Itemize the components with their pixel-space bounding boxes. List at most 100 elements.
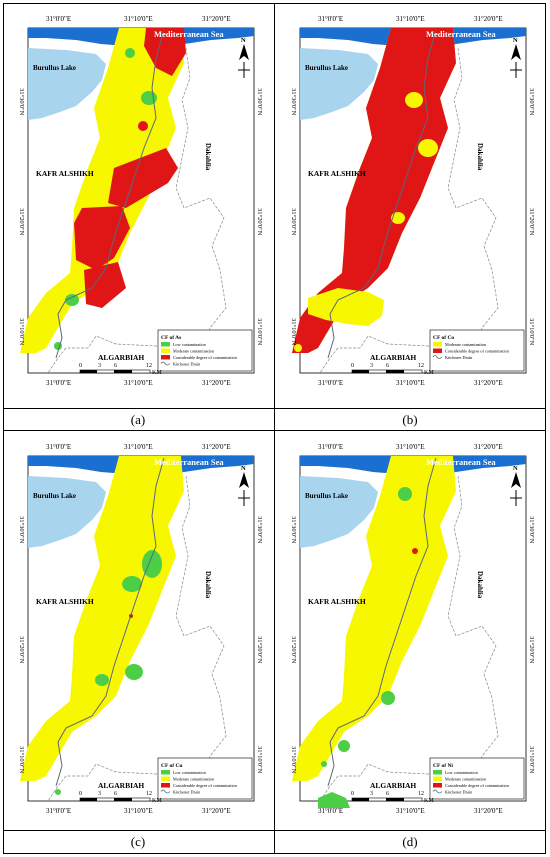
burullus-lake — [28, 48, 106, 120]
left-coord-label: 31°10'0"N — [18, 318, 25, 346]
top-coord-label: 31°20'0"E — [474, 15, 503, 23]
low-zone-5 — [125, 664, 143, 680]
legend-swatch-considerable — [433, 348, 442, 353]
left-coord-label: 31°20'0"N — [18, 208, 25, 236]
panel-divider-horizontal-1 — [3, 408, 546, 409]
legend-box — [157, 757, 253, 800]
north-arrow-icon: N — [510, 37, 522, 78]
map-svg: Mediterranean Sea Burullus Lake KAFR ALSHI… — [290, 15, 535, 387]
legend-box — [429, 757, 525, 800]
scale-unit: KM — [424, 370, 434, 376]
right-region-label: Dakahlia — [476, 143, 484, 171]
legend-label-considerable: Considerable degree of contamination — [445, 783, 510, 788]
left-coord-label: 31°30'0"N — [18, 516, 25, 544]
legend-label-drain: Kitchener Drain — [445, 355, 473, 360]
right-coord-label: 31°30'0"N — [528, 516, 535, 544]
scale-tick-0: 0 — [351, 791, 354, 797]
right-coord-label: 31°10'0"N — [256, 318, 263, 346]
left-region-label: KAFR ALSHIKH — [308, 597, 366, 606]
caption-a: (a) — [130, 412, 146, 427]
left-coord-label: 31°20'0"N — [18, 636, 25, 664]
kitchener-drain — [55, 457, 165, 787]
left-coord-label: 31°20'0"N — [290, 208, 297, 236]
bottom-region-label: ALGARBIAH — [370, 781, 416, 790]
governorate-boundary — [47, 47, 227, 374]
low-zone-2 — [122, 576, 142, 592]
left-coord-label: 31°30'0"N — [290, 516, 297, 544]
map-svg: Mediterranean Sea Burullus Lake KAFR ALSHI… — [18, 443, 263, 815]
bottom-coord-label: 31°20'0"E — [202, 807, 231, 815]
legend-swatch-considerable — [433, 783, 442, 788]
bottom-region-label: ALGARBIAH — [370, 353, 416, 362]
moderate-zone-2 — [405, 92, 423, 108]
map-panel-c: Mediterranean Sea Burullus Lake KAFR ALSHI… — [6, 436, 266, 831]
sea-label: Mediterranean Sea — [154, 457, 224, 467]
right-coord-label: 31°30'0"N — [256, 88, 263, 116]
legend-label-moderate: Moderate contamination — [173, 349, 215, 354]
scale-tick-6: 6 — [386, 363, 389, 369]
scale-tick-3: 3 — [370, 791, 373, 797]
right-coord-label: 31°10'0"N — [256, 746, 263, 774]
left-region-label: KAFR ALSHIKH — [308, 169, 366, 178]
right-region-label: Dakahlia — [476, 571, 484, 599]
low-zone-1 — [398, 487, 412, 501]
bottom-coord-label: 31°10'0"E — [124, 379, 153, 387]
legend-drain-swatch — [432, 355, 443, 359]
right-coord-label: 31°30'0"N — [528, 88, 535, 116]
governorate-boundary — [319, 475, 499, 802]
legend-drain-swatch — [160, 361, 171, 366]
low-zone-3 — [141, 91, 157, 105]
low-zone-2 — [125, 48, 135, 58]
bottom-coord-label: 31°20'0"E — [202, 379, 231, 387]
legend-title: CF of As — [161, 335, 181, 341]
legend-drain-swatch — [432, 789, 443, 794]
scale-tick-0: 0 — [79, 363, 82, 369]
low-zone-4 — [95, 674, 109, 686]
scale-tick-0: 0 — [351, 363, 354, 369]
right-region-label: Dakahlia — [204, 571, 212, 599]
considerable-zone-1 — [144, 28, 186, 76]
left-coord-label: 31°30'0"N — [290, 88, 297, 116]
map-panel-a: Mediterranean Sea Burullus Lake KAFR ALSHI… — [6, 8, 266, 403]
legend-swatch-low — [161, 342, 170, 347]
lake-label: Burullus Lake — [305, 492, 348, 500]
kitchener-drain — [327, 457, 437, 787]
scale-tick-3: 3 — [370, 363, 373, 369]
top-coord-label: 31°20'0"E — [474, 443, 503, 451]
map-panel-b: Mediterranean Sea Burullus Lake KAFR ALSHI… — [278, 8, 538, 403]
top-coord-label: 31°10'0"E — [396, 443, 425, 451]
top-coord-label: 31°20'0"E — [202, 443, 231, 451]
legend-label-moderate: Moderate contamination — [445, 342, 487, 347]
legend-label-considerable: Considerable degree of contamination — [173, 355, 238, 360]
left-region-label: KAFR ALSHIKH — [36, 169, 94, 178]
low-zone-3 — [381, 691, 395, 705]
legend-label-drain: Kitchener Drain — [173, 790, 201, 795]
sea-label: Mediterranean Sea — [426, 457, 496, 467]
legend-drain-swatch — [160, 789, 171, 794]
scale-tick-6: 6 — [114, 791, 117, 797]
legend-swatch-moderate — [161, 776, 170, 781]
bottom-coord-label: 31°10'0"E — [396, 807, 425, 815]
scale-unit: KM — [152, 370, 162, 376]
bottom-coord-label: 31°0'0"E — [318, 379, 343, 387]
scale-tick-12: 12 — [418, 363, 424, 369]
legend-label-moderate: Moderate contamination — [173, 777, 215, 782]
lake-label: Burullus Lake — [33, 64, 76, 72]
bottom-coord-label: 31°10'0"E — [396, 379, 425, 387]
sea-label: Mediterranean Sea — [426, 29, 496, 39]
legend-label-low: Low contamination — [173, 342, 207, 347]
top-coord-label: 31°10'0"E — [396, 15, 425, 23]
moderate-zone-3 — [418, 139, 438, 157]
caption-d: (d) — [402, 834, 418, 849]
right-coord-label: 31°10'0"N — [528, 746, 535, 774]
legend-box — [429, 329, 525, 372]
scale-unit: KM — [424, 798, 434, 804]
left-coord-label: 31°10'0"N — [18, 746, 25, 774]
legend-label-moderate: Moderate contamination — [445, 777, 487, 782]
study-corridor — [20, 456, 184, 781]
map-svg: Mediterranean Sea Burullus Lake KAFR ALSHI… — [18, 15, 263, 387]
